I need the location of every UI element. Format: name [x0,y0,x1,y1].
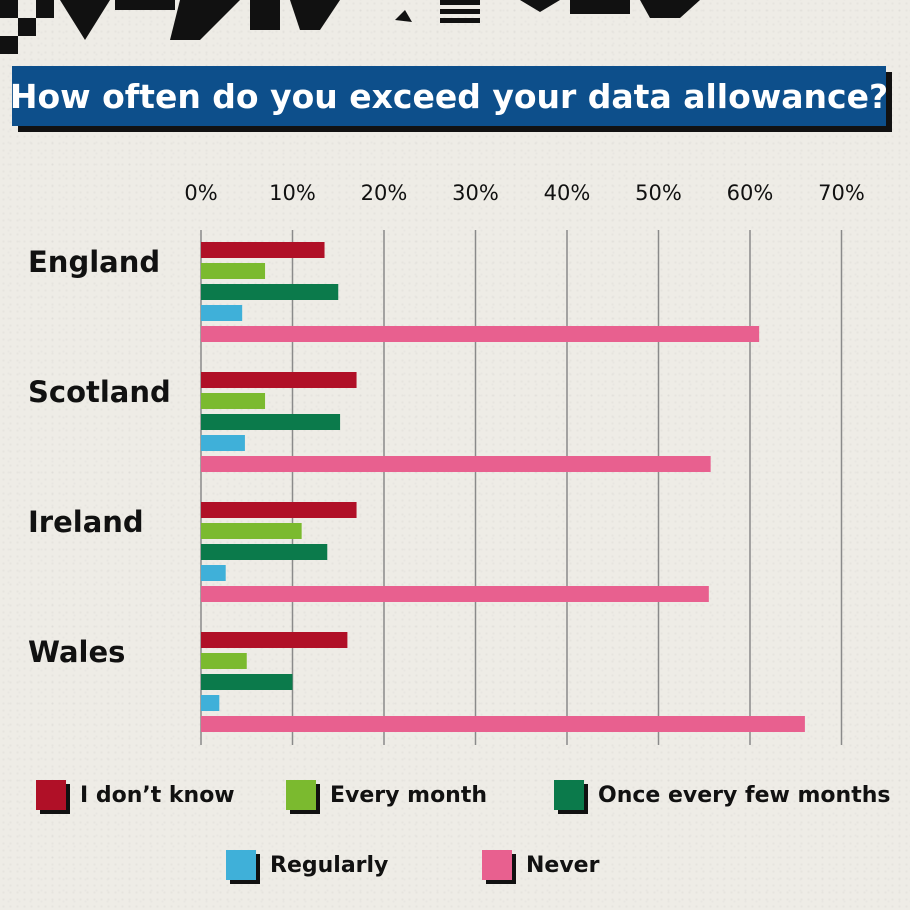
category-label: Ireland [28,505,144,539]
bar [201,674,293,690]
decorative-pattern [0,0,700,54]
bar [201,305,243,321]
title-banner: How often do you exceed your data allowa… [9,66,889,126]
bar [201,414,341,430]
bar [201,523,302,539]
x-tick-label: 0% [184,181,217,205]
bar [201,372,357,388]
chart-title: How often do you exceed your data allowa… [9,76,889,116]
bar [201,263,266,279]
x-tick-label: 40% [544,181,591,205]
x-tick-label: 70% [818,181,865,205]
bar [201,502,357,518]
bar [201,284,339,300]
x-tick-label: 10% [269,181,316,205]
category-label: Wales [28,635,125,669]
bar [201,695,220,711]
bar [201,242,325,258]
x-tick-label: 30% [452,181,499,205]
category-label: England [28,245,160,279]
bar [201,393,266,409]
bar [201,716,805,732]
category-label: Scotland [28,375,171,409]
bar [201,632,348,648]
x-tick-label: 20% [361,181,408,205]
x-tick-label: 60% [727,181,774,205]
bar [201,565,226,581]
bar [201,653,247,669]
bar [201,586,709,602]
x-tick-label: 50% [635,181,682,205]
bar [201,456,711,472]
bar [201,544,328,560]
bar [201,435,245,451]
bar [201,326,760,342]
